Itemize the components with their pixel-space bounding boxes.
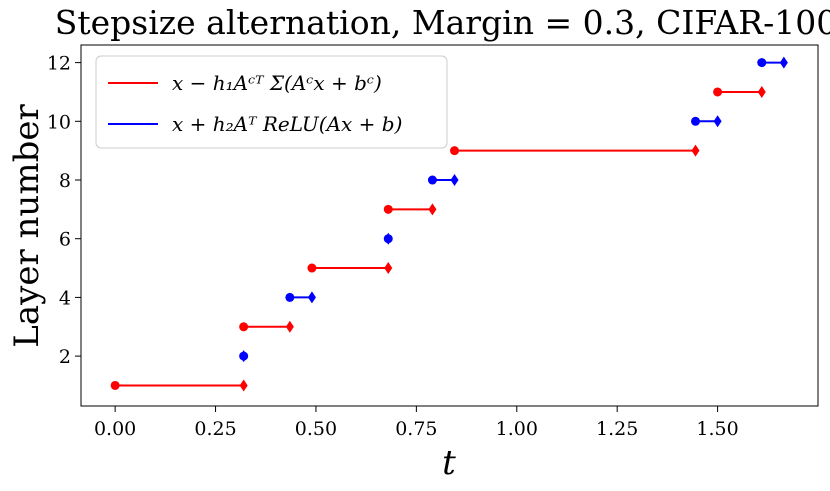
segment-end-marker xyxy=(713,115,722,128)
legend-box xyxy=(95,55,448,149)
segment-end-marker xyxy=(384,262,393,275)
y-tick-label: 8 xyxy=(59,170,71,192)
plot-frame xyxy=(80,44,819,407)
segment-end-marker xyxy=(691,144,700,157)
segment-start-marker xyxy=(450,146,460,156)
y-tick-label: 6 xyxy=(59,229,71,251)
segment-end-marker xyxy=(239,379,248,392)
segment-end-marker xyxy=(428,203,437,216)
x-tick-label: 1.50 xyxy=(696,418,738,440)
x-tick-label: 1.25 xyxy=(596,418,638,440)
segment-start-marker xyxy=(691,116,701,126)
segment-start-marker xyxy=(285,292,295,302)
segment-end-marker xyxy=(239,350,248,363)
segment-start-marker xyxy=(757,58,767,68)
legend: x − h₁Aᶜᵀ Σ(Aᶜx + bᶜ) x + h₂Aᵀ ReLU(Ax +… xyxy=(95,55,448,149)
segment-start-marker xyxy=(427,175,437,185)
x-tick-label: 0.25 xyxy=(194,418,236,440)
y-axis-label: Layer number xyxy=(7,104,47,348)
chart-title: Stepsize alternation, Margin = 0.3, CIFA… xyxy=(55,3,830,42)
segment-start-marker xyxy=(110,380,120,390)
segment-end-marker xyxy=(757,85,766,98)
segment-start-marker xyxy=(239,322,249,332)
segment-start-marker xyxy=(383,204,393,214)
segment-end-marker xyxy=(307,291,316,304)
y-tick-label: 4 xyxy=(59,287,71,309)
segment-end-marker xyxy=(285,320,294,333)
segment-end-marker xyxy=(779,56,788,69)
x-tick-label: 0.50 xyxy=(295,418,337,440)
legend-entry-blue: x + h₂Aᵀ ReLU(Ax + b) xyxy=(172,112,402,136)
segment-start-marker xyxy=(713,87,723,97)
x-axis-label: t xyxy=(442,443,456,483)
segment-end-marker xyxy=(450,174,459,187)
legend-entry-red: x − h₁Aᶜᵀ Σ(Aᶜx + bᶜ) xyxy=(172,71,382,95)
x-axis: 0.00 0.25 0.50 0.75 1.00 1.25 1.50 xyxy=(94,406,739,440)
segment-end-marker xyxy=(384,232,393,245)
x-tick-label: 0.00 xyxy=(94,418,136,440)
y-tick-label: 12 xyxy=(47,53,71,75)
x-tick-label: 0.75 xyxy=(395,418,437,440)
series-layer xyxy=(110,56,788,392)
y-axis: 2 4 6 8 10 12 xyxy=(47,53,81,368)
y-tick-label: 10 xyxy=(47,111,71,133)
x-tick-label: 1.00 xyxy=(496,418,538,440)
segment-start-marker xyxy=(307,263,317,273)
y-tick-label: 2 xyxy=(59,346,71,368)
